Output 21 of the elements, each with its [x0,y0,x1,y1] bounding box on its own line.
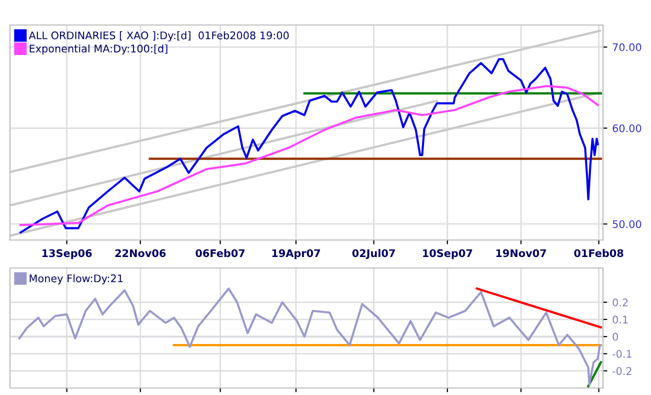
legend-label: Money Flow:Dy:21 [30,274,123,284]
line-series [18,288,601,386]
x-tick-label: 22Nov06 [115,249,166,258]
x-tick-label: 01Feb08 [574,249,624,258]
x-tick-label: 19Apr07 [272,249,320,260]
y-tick-label: 70.00 [612,43,642,52]
y-tick-label: -0.1 [612,350,632,358]
legend-label: ALL ORDINARIES [ XAO ]:Dy:[d] 01Feb2008 19:00 [28,31,289,42]
y-tick-label: 0.1 [612,316,628,324]
x-tick-label: 10Sep07 [423,249,472,260]
y-tick-label: 50.00 [612,220,642,228]
x-tick-label: 19Nov07 [496,249,546,258]
y-tick-label: 60.00 [612,124,642,132]
x-tick-label: 02Jul07 [352,249,395,260]
y-tick-label: -0.2 [612,367,632,375]
y-tick-label: 0 [612,332,618,341]
y-tick-label: 0.2 [612,298,628,306]
x-tick-label: 13Sep06 [42,249,92,260]
line-series [19,58,599,234]
legend-label: Exponential MA:Dy:100:[d] [30,44,168,55]
x-tick-label: 06Feb07 [196,249,245,258]
